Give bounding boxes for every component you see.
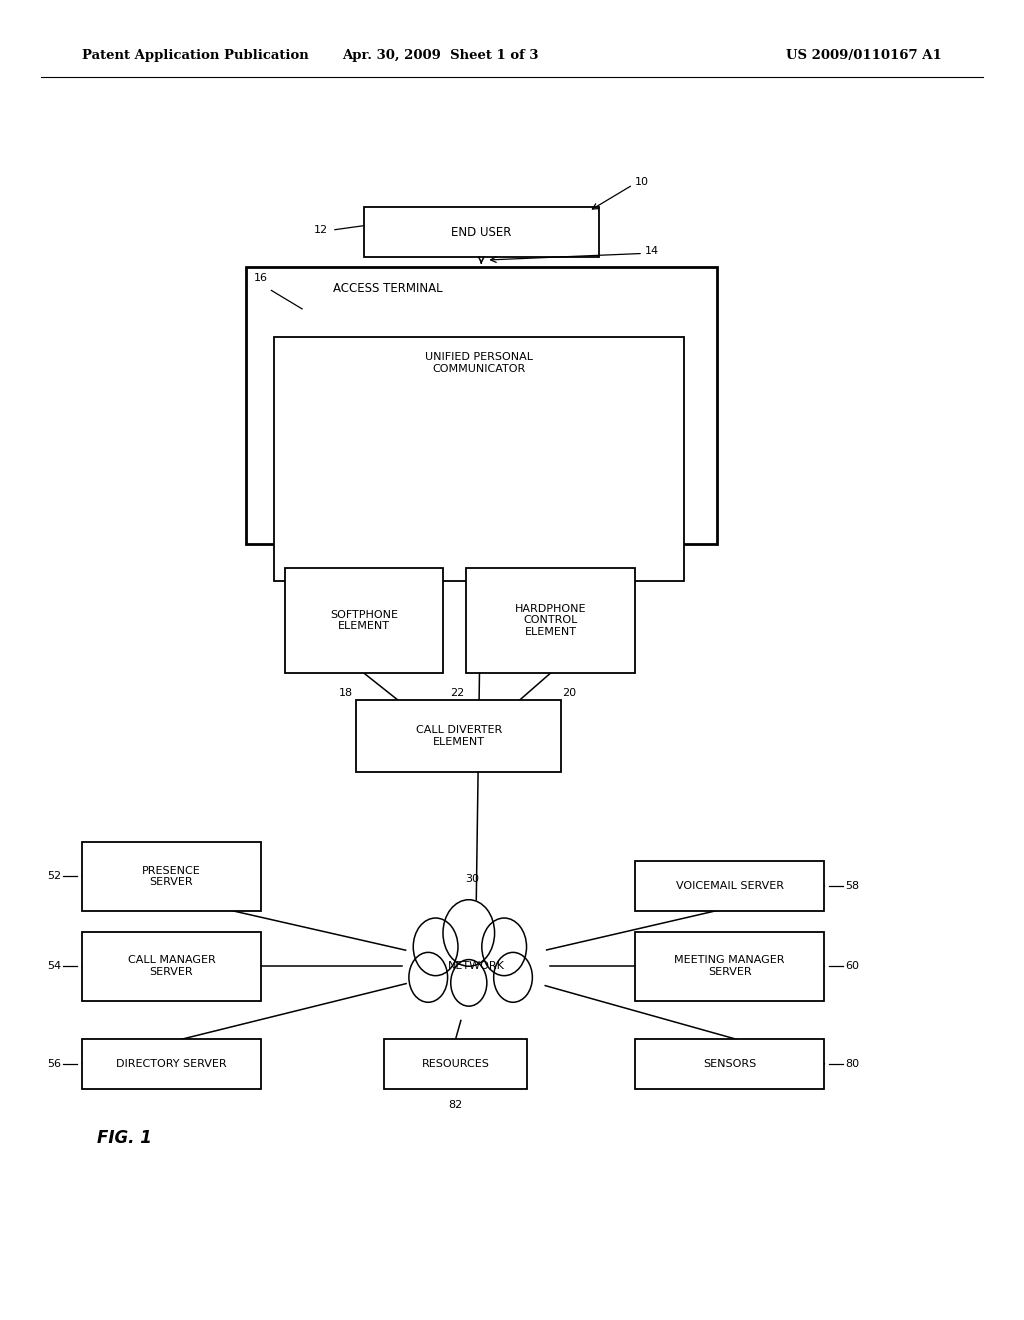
Text: Patent Application Publication: Patent Application Publication [82,49,308,62]
Text: 14: 14 [645,246,659,256]
Text: 54: 54 [47,961,61,972]
Bar [416,944,537,986]
Circle shape [494,953,532,1002]
Text: 52: 52 [47,871,61,882]
Bar [274,337,684,581]
Text: DIRECTORY SERVER: DIRECTORY SERVER [116,1059,227,1069]
Bar [466,568,635,673]
Text: 22: 22 [451,688,464,698]
Circle shape [443,900,495,966]
Bar [82,842,261,911]
Text: 60: 60 [845,961,859,972]
Bar [384,1039,527,1089]
Text: 10: 10 [635,177,649,187]
Text: CALL DIVERTER
ELEMENT: CALL DIVERTER ELEMENT [416,725,502,747]
Bar [356,700,561,772]
Circle shape [414,917,458,975]
Text: VOICEMAIL SERVER: VOICEMAIL SERVER [676,880,783,891]
Text: 20: 20 [562,688,575,698]
Text: SOFTPHONE
ELEMENT: SOFTPHONE ELEMENT [330,610,398,631]
Text: 30: 30 [466,874,479,884]
Bar [246,267,717,544]
Text: 80: 80 [845,1059,859,1069]
Bar [635,861,824,911]
Text: US 2009/0110167 A1: US 2009/0110167 A1 [786,49,942,62]
Text: CALL MANAGER
SERVER: CALL MANAGER SERVER [128,956,215,977]
Bar [285,568,443,673]
Text: 56: 56 [47,1059,61,1069]
Text: Apr. 30, 2009  Sheet 1 of 3: Apr. 30, 2009 Sheet 1 of 3 [342,49,539,62]
Text: 82: 82 [449,1100,463,1110]
Text: NETWORK: NETWORK [447,961,505,972]
Text: 16: 16 [254,273,268,284]
Text: END USER: END USER [452,226,511,239]
Circle shape [409,953,447,1002]
Bar [364,207,599,257]
Text: 58: 58 [845,880,859,891]
Text: FIG. 1: FIG. 1 [97,1129,153,1147]
Circle shape [451,960,486,1006]
Text: HARDPHONE
CONTROL
ELEMENT: HARDPHONE CONTROL ELEMENT [515,603,586,638]
Text: ACCESS TERMINAL: ACCESS TERMINAL [333,282,442,296]
Bar [635,1039,824,1089]
Text: UNIFIED PERSONAL
COMMUNICATOR: UNIFIED PERSONAL COMMUNICATOR [425,352,534,374]
Bar [82,1039,261,1089]
Text: 12: 12 [313,224,328,235]
Text: SENSORS: SENSORS [702,1059,757,1069]
Text: 18: 18 [339,688,352,698]
Bar [82,932,261,1001]
Text: MEETING MANAGER
SERVER: MEETING MANAGER SERVER [675,956,784,977]
Text: RESOURCES: RESOURCES [422,1059,489,1069]
Bar [635,932,824,1001]
Text: PRESENCE
SERVER: PRESENCE SERVER [142,866,201,887]
Circle shape [482,917,526,975]
